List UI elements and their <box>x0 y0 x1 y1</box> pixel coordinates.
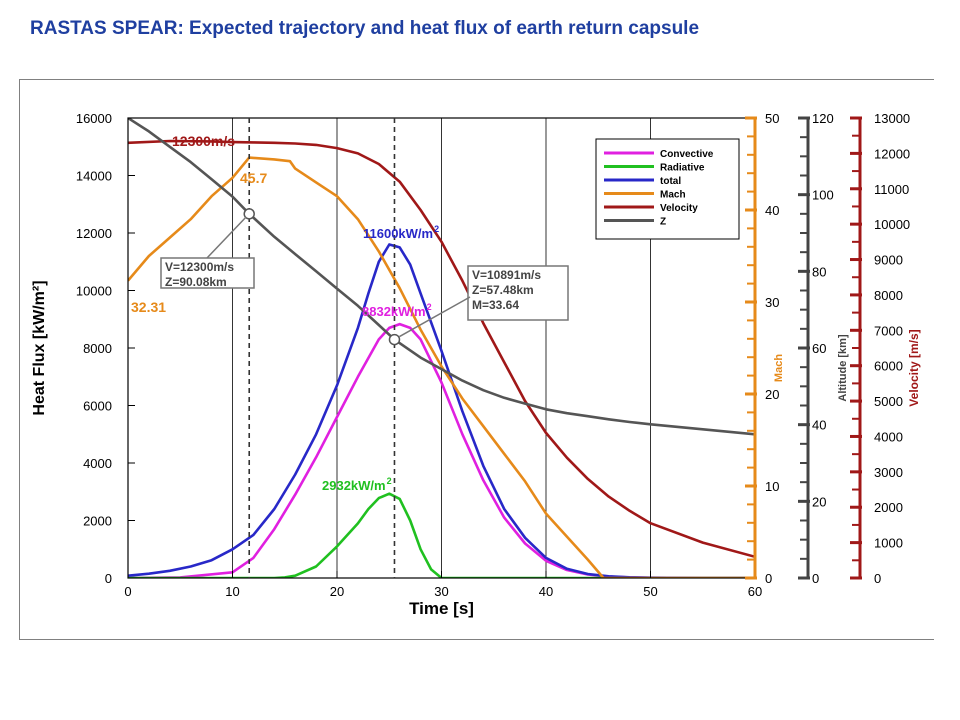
altitude-tick-label: 0 <box>812 571 819 586</box>
callout-text: M=33.64 <box>472 298 519 312</box>
callout-arrow <box>399 296 471 338</box>
annotation-label: 8832kW/m <box>362 304 426 319</box>
callout-text: Z=57.48km <box>472 283 534 297</box>
legend-label: total <box>660 176 681 187</box>
marker-point <box>388 333 401 346</box>
callout-arrow <box>206 216 247 259</box>
velocity-tick-label: 0 <box>874 571 881 586</box>
velocity-tick-label: 2000 <box>874 500 903 515</box>
chart-frame <box>19 79 934 640</box>
callout-box <box>160 257 255 289</box>
annotation-label: 32.31 <box>131 299 166 315</box>
annotation-label: 11600kW/m <box>363 226 433 241</box>
heat-flux-tick-label: 4000 <box>83 456 112 471</box>
legend-label: Convective <box>660 149 714 160</box>
altitude-tick-label: 100 <box>812 188 834 203</box>
velocity-axis-title: Velocity [m/s] <box>907 329 921 406</box>
velocity-tick-label: 11000 <box>874 182 909 197</box>
x-tick-label: 40 <box>539 584 553 599</box>
velocity-tick-label: 1000 <box>874 536 903 551</box>
heat-flux-tick-label: 6000 <box>83 399 112 414</box>
x-tick-label: 0 <box>124 584 131 599</box>
altitude-tick-label: 80 <box>812 264 826 279</box>
mach-tick-label: 20 <box>765 387 779 402</box>
marker-point <box>243 208 255 220</box>
altitude-tick-label: 40 <box>812 418 826 433</box>
x-tick-label: 10 <box>225 584 239 599</box>
annotation-label: 45.7 <box>240 170 267 186</box>
legend-label: Z <box>660 217 666 228</box>
mach-tick-label: 50 <box>765 111 779 126</box>
altitude-axis-title: Altitude [km] <box>837 334 849 402</box>
velocity-tick-label: 5000 <box>874 394 903 409</box>
annotation-superscript: 2 <box>434 224 439 234</box>
x-tick-label: 60 <box>748 584 762 599</box>
series-z <box>128 118 755 436</box>
series-velocity <box>128 139 755 559</box>
altitude-tick-label: 60 <box>812 341 826 356</box>
annotation-label: 2932kW/m <box>322 478 386 493</box>
mach-tick-label: 0 <box>765 571 772 586</box>
mach-tick-label: 30 <box>765 295 779 310</box>
velocity-tick-label: 8000 <box>874 288 903 303</box>
velocity-tick-label: 10000 <box>874 217 910 232</box>
mach-tick-label: 10 <box>765 479 779 494</box>
legend-box <box>595 138 740 240</box>
callout-text: Z=90.08km <box>165 275 227 289</box>
annotation-superscript: 2 <box>387 476 392 486</box>
velocity-tick-label: 6000 <box>874 359 903 374</box>
velocity-tick-label: 12000 <box>874 146 910 161</box>
series-layer <box>128 118 755 578</box>
legend-label: Velocity <box>660 203 698 214</box>
velocity-tick-label: 3000 <box>874 465 903 480</box>
callout-text: V=10891m/s <box>472 268 541 282</box>
annotation-label: 12300m/s <box>172 133 235 149</box>
velocity-tick-label: 7000 <box>874 323 903 338</box>
velocity-tick-label: 4000 <box>874 429 903 444</box>
velocity-tick-label: 13000 <box>874 111 910 126</box>
annotation-superscript: 2 <box>427 302 432 312</box>
legend-label: Mach <box>660 190 686 201</box>
heat-flux-tick-label: 2000 <box>83 514 112 529</box>
heat-flux-tick-label: 12000 <box>76 226 112 241</box>
x-axis-title: Time [s] <box>409 599 474 618</box>
heat-flux-axis-title: Heat Flux [kW/m²] <box>31 280 48 415</box>
legend: Convective Radiative total Mach Velocity Z <box>595 138 740 240</box>
heat-flux-tick-label: 8000 <box>83 341 112 356</box>
legend-label: Radiative <box>660 163 705 174</box>
velocity-tick-label: 9000 <box>874 253 903 268</box>
heat-flux-tick-label: 14000 <box>76 169 112 184</box>
x-tick-label: 20 <box>330 584 344 599</box>
callout-box <box>467 265 569 321</box>
mach-axis-title: Mach <box>773 354 785 382</box>
altitude-tick-label: 20 <box>812 494 826 509</box>
mach-tick-label: 40 <box>765 203 779 218</box>
callout-text: V=12300m/s <box>165 260 234 274</box>
x-tick-label: 50 <box>643 584 657 599</box>
x-tick-label: 30 <box>434 584 448 599</box>
heat-flux-tick-label: 16000 <box>76 111 112 126</box>
heat-flux-tick-label: 0 <box>105 571 112 586</box>
altitude-tick-label: 120 <box>812 111 834 126</box>
heat-flux-tick-label: 10000 <box>76 284 112 299</box>
series-total <box>128 243 755 578</box>
slide-title: RASTAS SPEAR: Expected trajectory and he… <box>30 18 700 39</box>
series-radiative <box>128 492 755 578</box>
series-mach <box>128 156 755 578</box>
